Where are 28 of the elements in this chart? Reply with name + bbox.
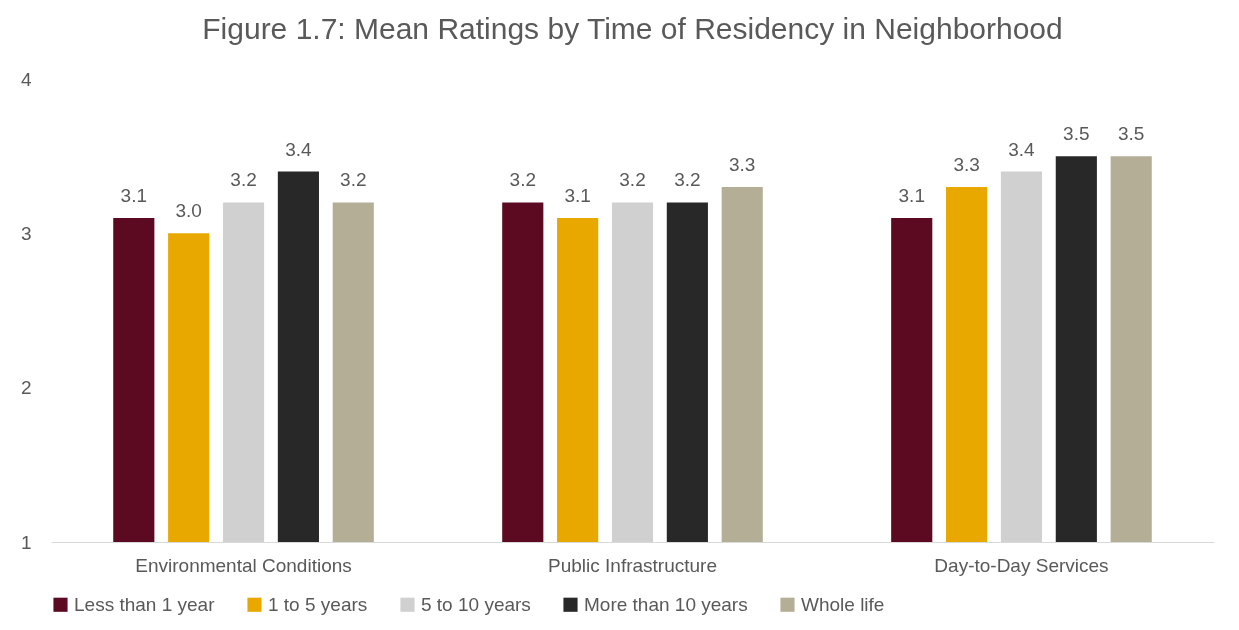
- data-label: 3.2: [230, 169, 257, 191]
- y-tick-label: 3: [20, 222, 32, 244]
- x-tick-label: Day-to-Day Services: [934, 554, 1109, 576]
- data-label: 3.2: [340, 169, 367, 191]
- x-tick-label: Public Infrastructure: [548, 554, 717, 576]
- y-tick-label: 2: [20, 377, 32, 399]
- legend-label: 5 to 10 years: [421, 593, 531, 615]
- data-label: 3.5: [1117, 123, 1145, 145]
- data-label: 3.3: [729, 154, 756, 176]
- data-label: 3.3: [953, 154, 980, 176]
- data-label: 3.2: [619, 169, 646, 191]
- legend-label: Less than 1 year: [74, 593, 216, 615]
- data-label: 3.1: [898, 184, 925, 206]
- data-label: 3.1: [564, 184, 591, 206]
- x-tick-label: Environmental Conditions: [135, 554, 352, 576]
- legend-label: Whole life: [801, 593, 885, 615]
- data-label: 3.5: [1063, 123, 1090, 145]
- legend-label: More than 10 years: [584, 593, 748, 615]
- legend-label: 1 to 5 years: [268, 593, 368, 615]
- data-label: 3.1: [120, 184, 148, 206]
- data-label: 3.2: [674, 169, 701, 191]
- y-tick-label: 1: [20, 531, 32, 553]
- data-label: 3.2: [509, 169, 536, 191]
- chart-title: Figure 1.7: Mean Ratings by Time of Residency in Neighborhood: [202, 12, 1063, 45]
- data-label: 3.4: [1008, 138, 1036, 160]
- data-label: 3.0: [175, 200, 202, 222]
- data-label: 3.4: [285, 138, 313, 160]
- y-tick-label: 4: [20, 68, 32, 90]
